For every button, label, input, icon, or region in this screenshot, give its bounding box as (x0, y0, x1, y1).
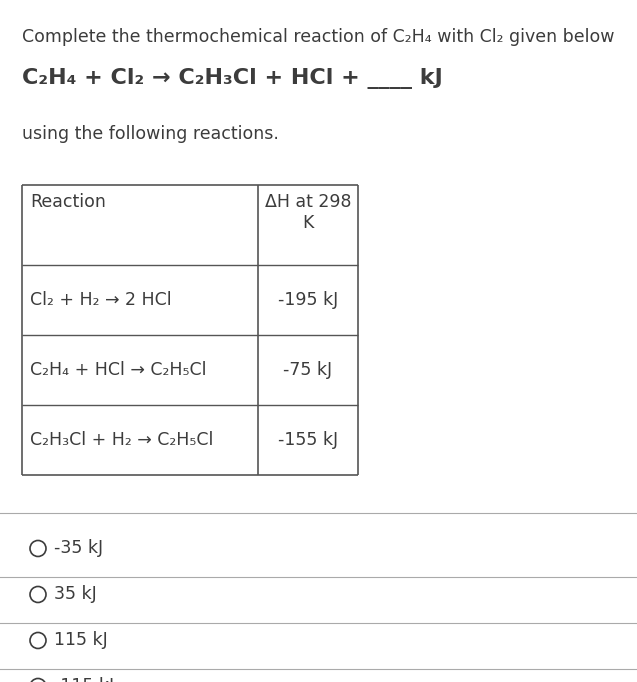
Text: -115 kJ: -115 kJ (54, 677, 114, 682)
Text: -75 kJ: -75 kJ (283, 361, 333, 379)
Text: C₂H₄ + Cl₂ → C₂H₃Cl + HCl + ____ kJ: C₂H₄ + Cl₂ → C₂H₃Cl + HCl + ____ kJ (22, 68, 443, 89)
Text: Cl₂ + H₂ → 2 HCl: Cl₂ + H₂ → 2 HCl (30, 291, 171, 309)
Text: C₂H₄ + HCl → C₂H₅Cl: C₂H₄ + HCl → C₂H₅Cl (30, 361, 206, 379)
Text: Reaction: Reaction (30, 193, 106, 211)
Text: ΔH at 298
K: ΔH at 298 K (265, 193, 351, 232)
Text: 35 kJ: 35 kJ (54, 585, 97, 604)
Text: using the following reactions.: using the following reactions. (22, 125, 279, 143)
Text: C₂H₃Cl + H₂ → C₂H₅Cl: C₂H₃Cl + H₂ → C₂H₅Cl (30, 431, 213, 449)
Text: -35 kJ: -35 kJ (54, 539, 103, 557)
Text: Complete the thermochemical reaction of C₂H₄ with Cl₂ given below: Complete the thermochemical reaction of … (22, 28, 615, 46)
Text: 115 kJ: 115 kJ (54, 632, 108, 649)
Text: -195 kJ: -195 kJ (278, 291, 338, 309)
Text: -155 kJ: -155 kJ (278, 431, 338, 449)
